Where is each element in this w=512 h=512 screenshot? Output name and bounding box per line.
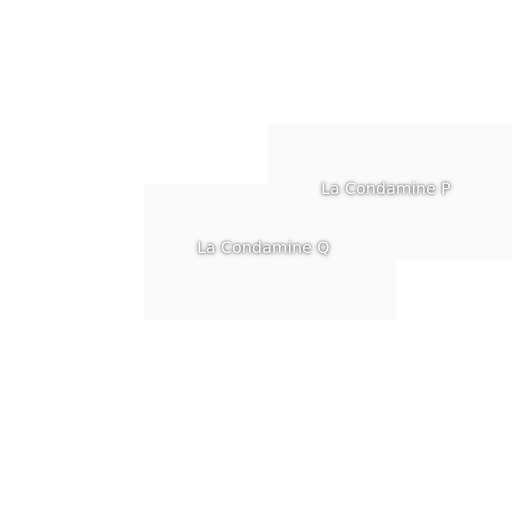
place-label-la-condamine-p[interactable]: La Condamine P — [321, 179, 451, 198]
place-label-la-condamine-q[interactable]: La Condamine Q — [197, 238, 330, 257]
label-halo-area — [144, 184, 396, 320]
